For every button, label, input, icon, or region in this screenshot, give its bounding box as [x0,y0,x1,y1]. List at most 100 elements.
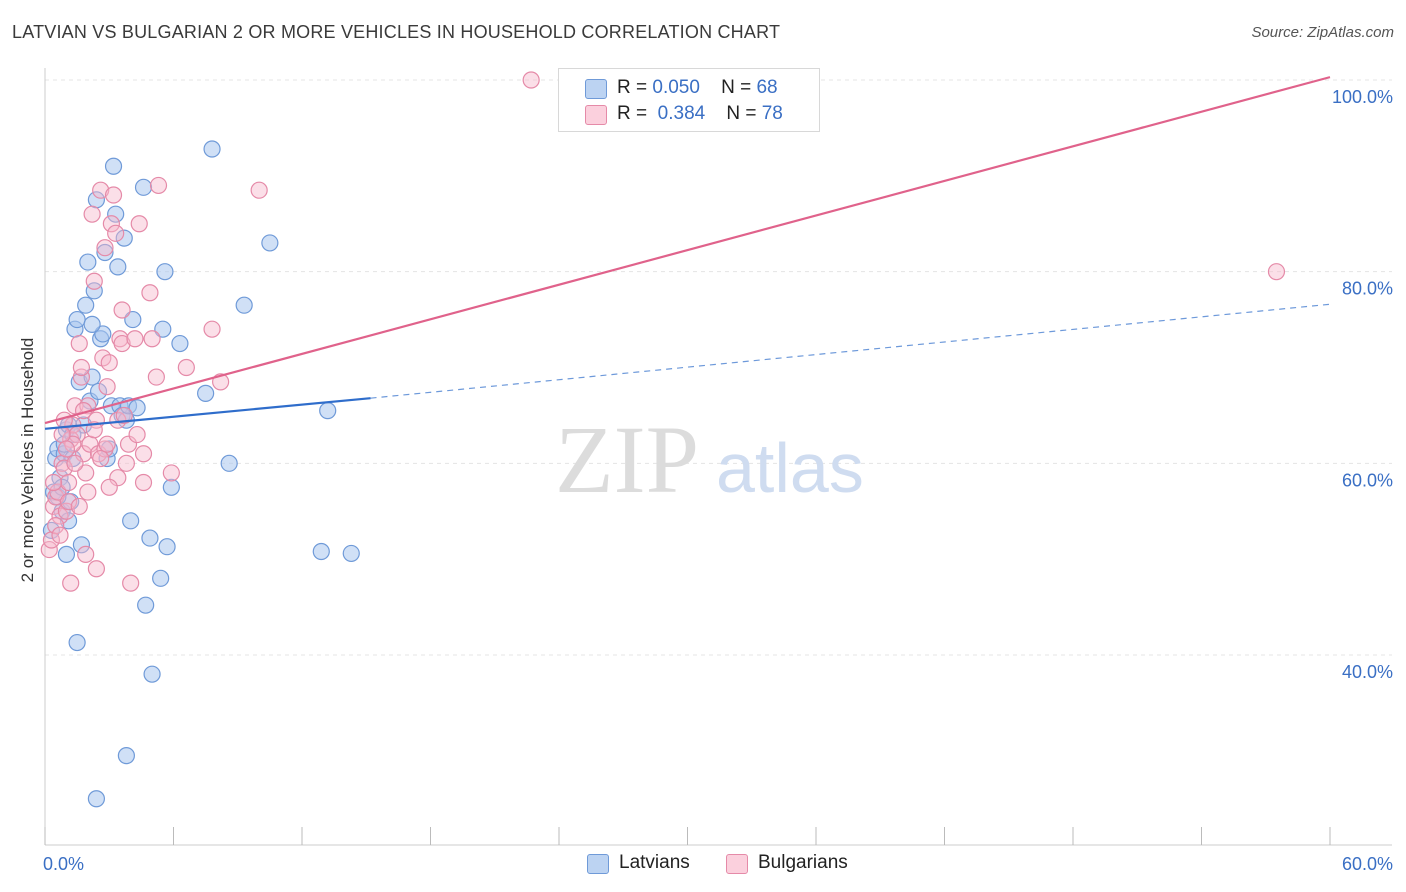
latvian-point-14 [72,536,91,554]
latvians-trend-line [44,397,371,430]
latvian-point-64 [87,790,106,808]
legend-n-value-bulgarians: 78 [761,103,783,124]
bulgarian-point-54 [87,560,106,578]
bulgarian-point-44 [147,368,165,386]
latvian-point-53 [220,454,238,472]
latvian-point-47 [156,263,174,281]
bulgarian-point-14 [70,334,88,353]
bulgarian-point-37 [119,435,138,453]
latvian-point-41 [134,178,153,196]
latvians-legend-label: Latvians [619,852,690,873]
bulgarians-trend-line [44,76,1331,425]
bulgarian-point-34 [113,334,131,353]
y-tick-label-3: 100.0% [1332,87,1393,107]
legend-n-label: N = [726,103,757,124]
y-tick-label-2: 80.0% [1342,279,1393,299]
latvians-swatch [585,79,607,99]
latvian-point-15 [68,633,86,652]
latvian-point-49 [162,478,180,496]
trend-lines [44,76,1331,430]
legend-row-bulgarians: R = 0.384 N = 78 [559,101,819,127]
legend-row-latvians: R = 0.050 N = 68 [559,75,819,101]
bulgarian-point-61 [72,358,91,377]
bulgarian-point-31 [107,224,125,242]
bulgarian-point-36 [117,454,135,472]
latvian-point-45 [152,569,170,587]
latvian-point-31 [107,205,125,223]
legend-r-label: R = [617,77,648,98]
bulgarian-point-24 [92,181,110,199]
bulgarian-point-53 [62,574,80,592]
correlation-legend: R = 0.050 N = 68 R = 0.384 N = 78 [558,68,820,132]
legend-n-value-latvians: 68 [756,77,778,98]
bulgarian-point-27 [98,378,116,396]
legend-r-value-bulgarians: 0.384 [657,103,706,124]
bulgarian-point-4 [49,483,67,501]
latvian-point-35 [115,229,133,247]
latvian-point-12 [68,310,86,329]
x-tick-label-1: 60.0% [1342,854,1393,874]
y-tick-label-1: 60.0% [1342,470,1393,490]
bulgarian-point-71 [92,449,110,468]
bulgarian-point-72 [57,440,76,458]
source-label: Source: ZipAtlas.com [1251,24,1394,41]
latvian-point-23 [89,382,108,401]
bulgarian-point-57 [66,454,84,472]
bulgarian-point-43 [143,330,161,348]
latvian-point-48 [158,538,176,556]
bulgarian-point-73 [100,478,118,496]
x-tick-label-0: 0.0% [43,854,84,874]
bulgarian-point-30 [104,186,123,204]
bulgarian-point-74 [51,526,69,544]
bulgarian-point-55 [77,545,95,563]
bulgarian-point-60 [59,493,78,511]
bulgarian-point-59 [47,517,65,535]
bulgarian-point-69 [70,497,88,516]
latvian-point-30 [104,157,123,175]
bulgarian-point-28 [100,354,118,372]
bulgarian-point-48 [203,320,221,338]
bulgarians-legend-swatch [726,854,748,874]
latvian-point-40 [128,399,146,417]
tick-labels: 40.0% 60.0% 80.0% 100.0% 0.0% 60.0% [43,87,1393,874]
bulgarian-point-47 [177,358,195,377]
bulgarian-point-18 [79,483,97,501]
bulgarian-point-39 [126,330,144,348]
latvian-point-46 [154,320,172,338]
bulgarian-point-29 [102,215,120,233]
legend-r-label: R = [617,103,648,124]
latvian-point-21 [85,282,103,300]
bulgarian-point-67 [109,469,127,487]
latvian-point-44 [143,665,161,683]
latvian-point-54 [235,296,253,314]
chart-title: LATVIAN VS BULGARIAN 2 OR MORE VEHICLES … [12,22,781,42]
latvian-point-58 [342,544,360,563]
latvian-point-32 [109,258,127,276]
bulgarian-point-52 [1267,263,1286,281]
bulgarian-point-51 [522,71,540,89]
bulgarian-point-35 [115,406,133,425]
bulgarian-point-17 [77,464,95,482]
latvian-point-43 [141,529,159,547]
latvians-trend-extension [370,303,1331,399]
bulgarian-point-21 [85,272,103,290]
latvian-point-38 [122,512,140,530]
legend-n-label: N = [721,77,752,98]
bulgarian-point-16 [74,445,93,463]
y-axis-label: 2 or more Vehicles in Household [18,337,37,583]
bulgarians-points [40,71,1286,592]
grid-lines [45,79,1392,656]
bulgarian-point-46 [162,464,180,482]
bulgarian-point-77 [128,425,146,444]
legend-r-value-latvians: 0.050 [652,77,700,98]
bulgarian-point-76 [98,435,116,453]
bulgarian-point-45 [149,176,168,195]
bulgarian-point-20 [83,205,101,223]
latvian-point-57 [319,402,337,420]
bulgarian-point-42 [141,284,159,302]
bulgarian-point-63 [113,301,131,319]
watermark-zip: ZIP [555,406,699,513]
latvian-point-55 [261,234,279,252]
bulgarian-point-15 [72,368,91,386]
